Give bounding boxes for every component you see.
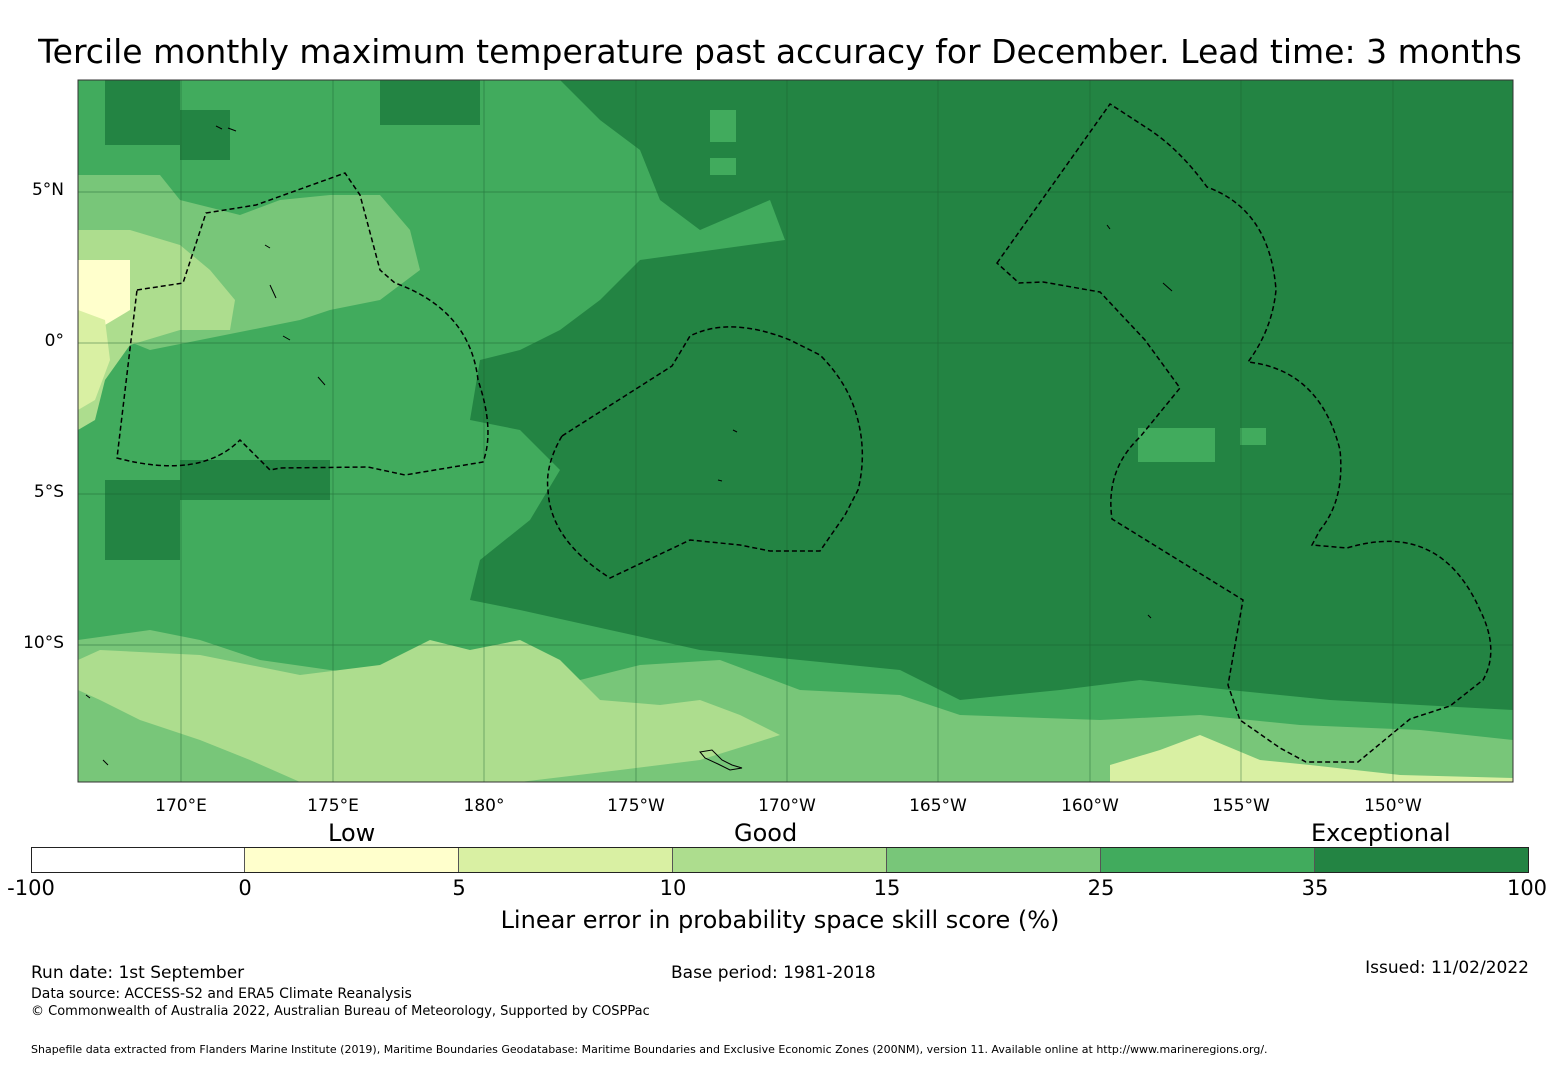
lat-label: 10°S [23, 633, 64, 653]
colorbar-tick: 25 [1087, 876, 1115, 900]
skill-patch-dark-5 [380, 80, 480, 125]
map-title: Tercile monthly maximum temperature past… [38, 32, 1522, 71]
skill-patch-east-small [1240, 428, 1266, 445]
colorbar-swatch [245, 847, 459, 873]
colorbar-tick: 0 [238, 876, 252, 900]
lon-label: 175°W [607, 796, 665, 816]
skill-patch-dark-2 [180, 110, 230, 160]
colorbar-tick: 5 [452, 876, 466, 900]
run-date: Run date: 1st September [31, 963, 245, 983]
coastline-samoa [699, 749, 743, 771]
colorbar-swatch [673, 847, 887, 873]
lat-label: 5°N [31, 180, 64, 200]
legend-category-good: Good [734, 819, 798, 847]
coastline-islands-east [717, 224, 1173, 619]
colorbar-swatch [31, 847, 245, 873]
skill-patch-dark-1 [105, 80, 180, 145]
copyright: © Commonwealth of Australia 2022, Austra… [31, 1004, 650, 1019]
lon-label: 160°W [1061, 796, 1119, 816]
skill-patch-dark-3 [105, 480, 180, 560]
skill-patch-east [1138, 428, 1215, 462]
skill-region-se-low [1110, 735, 1513, 782]
skill-region-lowest [78, 260, 130, 330]
skill-region-south-edge [78, 640, 780, 782]
legend-category-low: Low [328, 819, 376, 847]
lon-label: 170°W [758, 796, 816, 816]
colorbar-swatch [1101, 847, 1315, 873]
colorbar-swatch [1315, 847, 1529, 873]
lat-label: 0° [44, 331, 64, 351]
lon-label: 175°E [307, 796, 359, 816]
colorbar-tick: 10 [659, 876, 687, 900]
lat-label: 5°S [33, 482, 64, 502]
skill-region-west [78, 80, 1513, 782]
map-frame [77, 79, 1514, 783]
colorbar-tick: -100 [7, 876, 55, 900]
data-source: Data source: ACCESS-S2 and ERA5 Climate … [31, 986, 412, 1002]
base-period: Base period: 1981-2018 [671, 963, 876, 983]
skill-score-map [77, 79, 1514, 783]
lon-label: 165°W [909, 796, 967, 816]
shapefile-credit: Shapefile data extracted from Flanders M… [31, 1043, 1268, 1056]
skill-region-low [78, 310, 110, 410]
colorbar-title: Linear error in probability space skill … [500, 906, 1060, 934]
skill-patch-dark-4 [180, 460, 330, 500]
colorbar-swatch [459, 847, 673, 873]
lon-label: 180° [463, 796, 505, 816]
colorbar-tick: 15 [873, 876, 901, 900]
lon-label: 170°E [155, 796, 207, 816]
skill-patch-north-2 [710, 158, 736, 175]
legend-category-exceptional: Exceptional [1311, 819, 1451, 847]
colorbar-tick: 35 [1301, 876, 1329, 900]
colorbar-tick: 100 [1506, 876, 1548, 900]
coastline-islands-west [85, 125, 326, 766]
skill-patch-north [710, 110, 736, 142]
colorbar-swatch [887, 847, 1101, 873]
eez-boundary-east [996, 102, 1492, 763]
eez-boundary-central [546, 326, 864, 579]
lon-label: 155°W [1212, 796, 1270, 816]
issued-date: Issued: 11/02/2022 [1365, 958, 1529, 978]
lon-label: 150°W [1364, 796, 1422, 816]
colorbar-frame [31, 847, 1529, 873]
eez-boundary-west [116, 172, 489, 476]
